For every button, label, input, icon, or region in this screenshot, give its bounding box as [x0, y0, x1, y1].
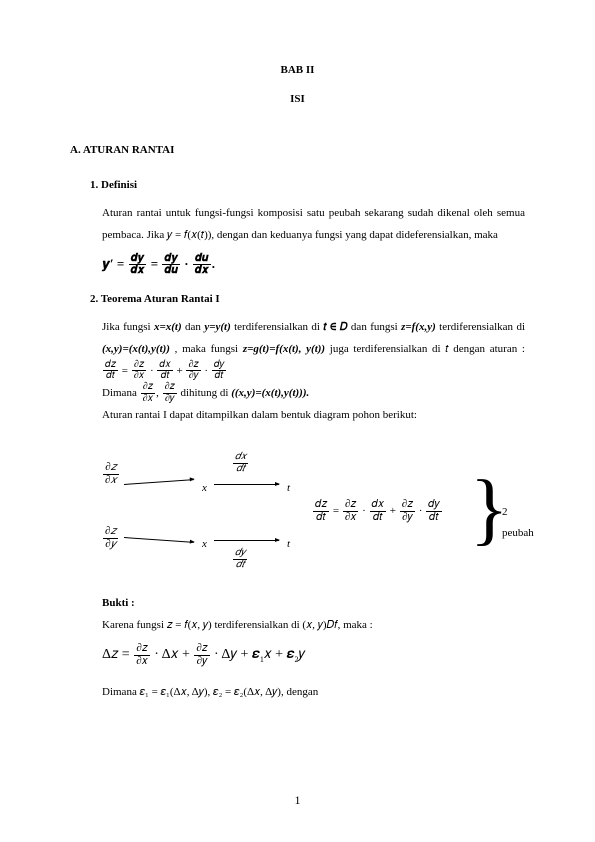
item2-title: 2. Teorema Aturan Rantai I [90, 289, 525, 310]
dimana: Dimana [102, 387, 140, 399]
x-node-top: x [202, 478, 207, 499]
t2p1d: dan fungsi [348, 321, 402, 333]
t2p1g: juga terdiferensialkan di 𝑡 dengan atura… [325, 343, 525, 355]
zfxy: z=f(x,y) [401, 321, 436, 333]
page: BAB II ISI A. ATURAN RANTAI 1. Definisi … [0, 0, 595, 842]
arrow-xt-bottom [214, 540, 279, 541]
t2p1f: , maka fungsi [170, 343, 243, 355]
t2p1a: Jika fungsi [102, 321, 154, 333]
dzdy-node: ∂𝑧∂𝑦 [102, 526, 119, 550]
zgt: z=g(t)=f(x(t), y(t)) [243, 343, 325, 355]
dimana2: dihitung di [181, 387, 232, 399]
bukti-title: Bukti : [102, 592, 525, 614]
t2p1b: dan [182, 321, 205, 333]
two-peubah: 2 peubah [502, 502, 534, 544]
dimana-eps: Dimana 𝜀₁ = 𝜀₁(Δ𝑥, Δ𝑦), 𝜀₂ = 𝜀₂(Δ𝑥, Δ𝑦),… [102, 681, 525, 703]
bukti-line: Karena fungsi 𝑧 = 𝑓(𝑥, 𝑦) terdiferensial… [102, 614, 525, 636]
page-number: 1 [0, 789, 595, 812]
item1-title: 1. Definisi [90, 175, 525, 196]
chapter-subtitle: ISI [70, 89, 525, 110]
arrow-zx-top [124, 480, 194, 486]
t-node-top: t [287, 478, 290, 499]
item1-para: Aturan rantai untuk fungsi-fungsi kompos… [102, 202, 525, 246]
dzdx-node: ∂𝑧∂𝑥 [102, 462, 120, 486]
arrow-xt-top [214, 484, 279, 485]
item2-para1: Jika fungsi x=x(t) dan y=y(t) terdiferen… [102, 316, 525, 382]
section-a-title: A. ATURAN RANTAI [70, 140, 525, 161]
dimanaArg: ((x,y)=(x(t),y(t))). [231, 387, 309, 399]
t2p1c: terdiferensialkan di [231, 321, 324, 333]
tree-diagram: ∂𝑧∂𝑥 ∂𝑧∂𝑦 x x 𝑑𝑥𝑑𝑡 𝑑𝑦𝑑𝑡 t t 𝑑𝑧𝑑𝑡 = [102, 444, 525, 574]
dxdt-node: 𝑑𝑥𝑑𝑡 [232, 452, 249, 474]
t2p1e: terdiferensialkan di [436, 321, 525, 333]
diagram-result: 𝑑𝑧𝑑𝑡 = ∂𝑧∂𝑥 · 𝑑𝑥𝑑𝑡 + ∂𝑧∂𝑦 · 𝑑𝑦𝑑𝑡 [312, 499, 443, 523]
item2-line3: Aturan rantai I dapat ditampilkan dalam … [102, 404, 525, 426]
eq-deltaz: Δ𝑧 = ∂𝑧∂𝑥 · Δ𝑥 + ∂𝑧∂𝑦 · Δ𝑦 + 𝜺1𝑥 + 𝜺2𝑦 [102, 642, 525, 669]
ted: 𝑡 ∈ 𝐷 [323, 321, 347, 333]
x-node-bottom: x [202, 534, 207, 555]
yyt: y=y(t) [204, 321, 230, 333]
eq1: 𝒚′ = 𝒅𝒚𝒅𝒙 = 𝒅𝒚𝒅𝒖 · 𝒅𝒖𝒅𝒙. [102, 252, 525, 277]
item2-dimana: Dimana ∂𝑧∂𝑥, ∂𝑧∂𝑦 dihitung di ((x,y)=(x(… [102, 382, 525, 404]
t-node-bottom: t [287, 534, 290, 555]
arrow-zx-bottom [124, 537, 194, 543]
xxt: x=x(t) [154, 321, 182, 333]
xyxt: (x,y)=(x(t),y(t)) [102, 343, 170, 355]
chapter-title: BAB II [70, 60, 525, 81]
dydt-node: 𝑑𝑦𝑑𝑡 [232, 548, 248, 570]
